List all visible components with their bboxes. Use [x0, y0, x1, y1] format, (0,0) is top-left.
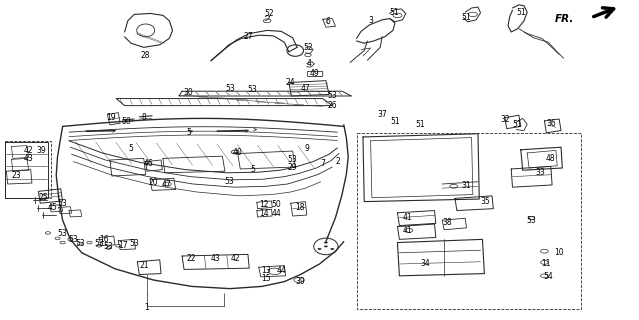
Text: 51: 51 [461, 13, 472, 22]
Text: 44: 44 [276, 266, 286, 275]
Text: 12: 12 [259, 200, 268, 209]
Text: 45: 45 [47, 203, 58, 212]
Text: 17: 17 [118, 241, 128, 250]
Text: 49: 49 [309, 69, 320, 78]
Text: 24: 24 [286, 78, 296, 87]
Text: 53: 53 [288, 155, 298, 164]
Bar [5, 141, 51, 198]
Text: 48: 48 [546, 154, 556, 163]
Text: 27: 27 [243, 32, 253, 41]
Circle shape [324, 245, 328, 247]
Text: 53: 53 [75, 239, 85, 248]
Text: 53: 53 [327, 92, 337, 100]
Text: 33: 33 [535, 168, 545, 177]
Text: 38: 38 [442, 218, 452, 227]
Text: 51: 51 [512, 120, 523, 129]
Text: 6: 6 [325, 17, 330, 26]
Text: 39: 39 [295, 277, 305, 286]
Text: 7: 7 [320, 159, 325, 168]
Text: 50: 50 [121, 117, 132, 126]
Text: 54: 54 [543, 272, 553, 281]
Text: 51: 51 [389, 8, 399, 17]
Text: 23: 23 [11, 171, 21, 180]
Text: 52: 52 [303, 43, 313, 52]
Text: 32: 32 [500, 116, 510, 124]
Text: 53: 53 [247, 85, 258, 94]
Text: 13: 13 [261, 266, 272, 275]
Text: 51: 51 [390, 117, 400, 126]
Text: 11: 11 [542, 259, 551, 268]
Text: 29: 29 [288, 164, 298, 172]
Text: 8: 8 [141, 113, 146, 122]
Text: 34: 34 [420, 260, 430, 268]
Text: 53: 53 [224, 177, 234, 186]
Text: 51: 51 [415, 120, 426, 129]
Text: 28: 28 [141, 52, 150, 60]
Text: 4: 4 [307, 59, 312, 68]
Text: 9: 9 [304, 144, 309, 153]
Text: 43: 43 [211, 254, 221, 263]
Text: 18: 18 [296, 203, 305, 212]
Text: 44: 44 [271, 209, 281, 218]
Text: 53: 53 [58, 199, 68, 208]
Text: 31: 31 [461, 181, 472, 190]
Text: FR.: FR. [555, 14, 574, 24]
Text: 53: 53 [58, 229, 68, 238]
Text: 47: 47 [161, 180, 171, 189]
Text: 52: 52 [265, 9, 275, 18]
Text: 51: 51 [516, 8, 526, 17]
Text: 10: 10 [554, 248, 564, 257]
Text: 16: 16 [98, 235, 109, 244]
Text: 41: 41 [403, 213, 413, 222]
Text: 5: 5 [128, 144, 134, 153]
Text: 53: 53 [94, 239, 104, 248]
Text: 50: 50 [271, 200, 281, 209]
Text: 25: 25 [38, 193, 49, 202]
Text: 53: 53 [527, 216, 537, 225]
Text: 35: 35 [481, 197, 491, 206]
Text: 37: 37 [377, 110, 387, 119]
Text: 14: 14 [259, 209, 269, 218]
Text: 53: 53 [129, 239, 139, 248]
Text: 2: 2 [335, 157, 340, 166]
Text: 19: 19 [105, 113, 116, 122]
Text: 15: 15 [261, 274, 272, 283]
Text: 40: 40 [233, 148, 243, 157]
Text: 42: 42 [24, 146, 34, 155]
Text: 5: 5 [186, 128, 191, 137]
Text: 22: 22 [187, 254, 196, 263]
Circle shape [330, 248, 334, 250]
FancyArrowPatch shape [112, 130, 115, 132]
Text: 3: 3 [368, 16, 373, 25]
Circle shape [318, 248, 321, 250]
Text: 53: 53 [225, 84, 235, 93]
Text: 53: 53 [68, 236, 79, 244]
Text: 5: 5 [250, 165, 255, 174]
Circle shape [324, 242, 328, 244]
Text: 39: 39 [36, 146, 47, 155]
Text: 43: 43 [24, 154, 34, 163]
FancyArrowPatch shape [245, 130, 248, 132]
Text: 47: 47 [300, 84, 311, 93]
Text: 46: 46 [143, 159, 153, 168]
Text: 53: 53 [104, 242, 114, 251]
Text: 41: 41 [403, 226, 413, 235]
Text: 42: 42 [230, 254, 240, 263]
Text: 36: 36 [546, 119, 556, 128]
Text: 20: 20 [148, 178, 158, 187]
Text: 30: 30 [183, 88, 194, 97]
Text: 21: 21 [139, 261, 148, 270]
Text: 26: 26 [327, 101, 337, 110]
Text: 1: 1 [144, 303, 150, 312]
Bar [357, 133, 581, 309]
